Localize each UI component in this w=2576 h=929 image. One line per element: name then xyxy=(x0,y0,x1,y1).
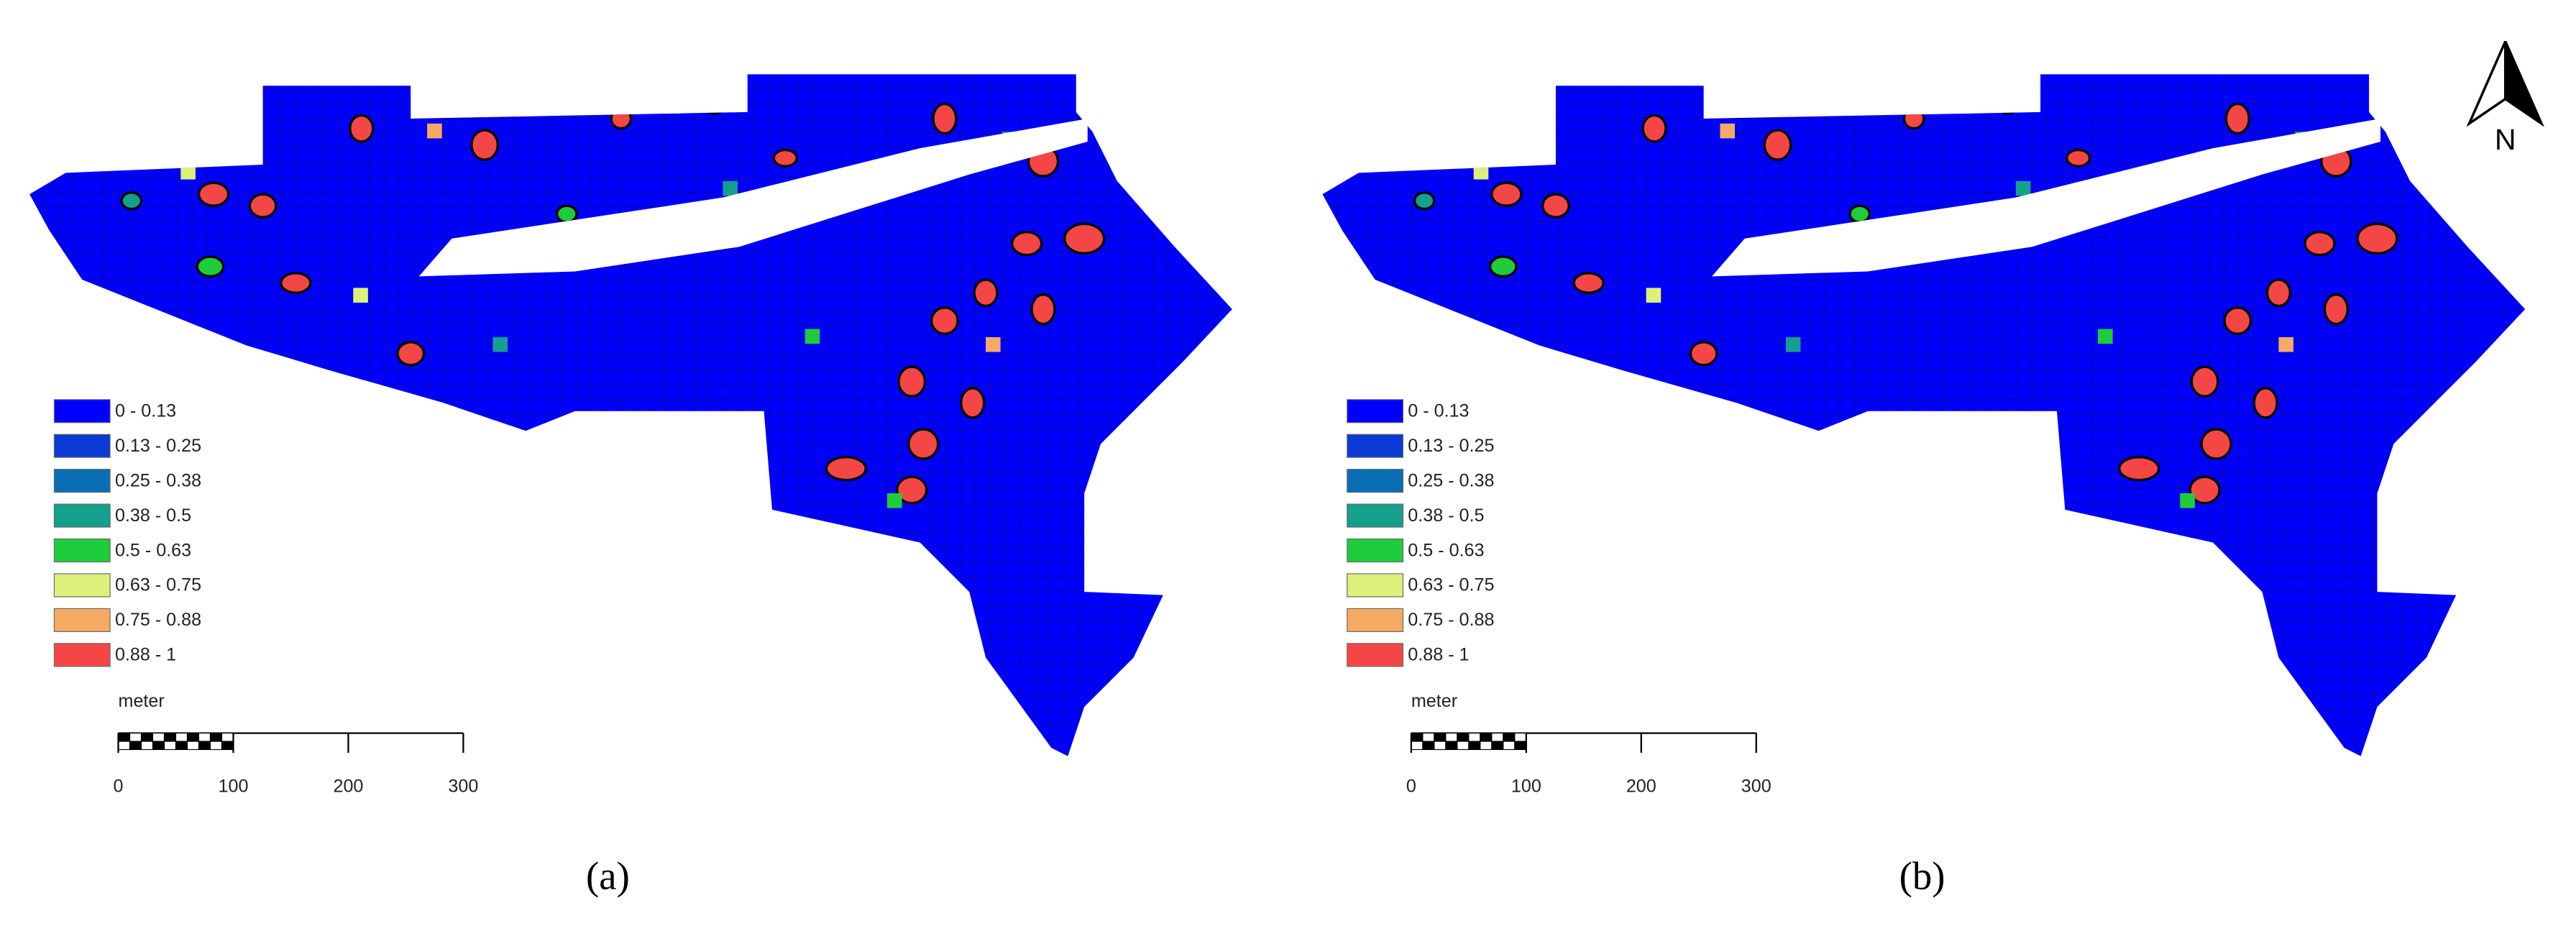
legend-swatch xyxy=(1347,643,1404,667)
scale-check xyxy=(163,733,177,742)
scale-check xyxy=(198,733,211,742)
scale-check xyxy=(1457,741,1470,751)
legend-label: 0.88 - 1 xyxy=(1408,645,1469,665)
legend-label: 0.88 - 1 xyxy=(115,645,176,665)
legend-swatch xyxy=(53,469,111,493)
scale-check xyxy=(209,741,223,751)
scale-check xyxy=(186,733,200,742)
scale-check xyxy=(152,741,165,751)
scale-check xyxy=(221,733,234,742)
legend-swatch xyxy=(1347,434,1404,458)
map-b xyxy=(1293,66,2541,773)
scale-check xyxy=(1445,733,1458,742)
scale-check xyxy=(1480,741,1493,751)
scale-tick-label: 100 xyxy=(219,777,249,797)
scale-check xyxy=(129,733,142,742)
panel-caption: (b) xyxy=(1899,854,1945,898)
scale-check xyxy=(1514,741,1527,751)
legend-label: 0 - 0.13 xyxy=(1408,401,1469,421)
scale-check xyxy=(1434,733,1447,742)
north-label: N xyxy=(2495,123,2516,156)
scale-check xyxy=(175,733,188,742)
scale-check xyxy=(117,741,131,751)
panel-caption: (a) xyxy=(586,854,630,898)
legend-label: 0.25 - 0.38 xyxy=(115,470,201,490)
scale-unit: meter xyxy=(1411,691,1457,711)
scale-check xyxy=(1422,741,1435,751)
legend-label: 0.63 - 0.75 xyxy=(115,575,201,595)
panel: 0 - 0.13 0.13 - 0.25 0.25 - 0.38 0.38 - 0.5… xyxy=(53,399,478,797)
legend-swatch xyxy=(1347,538,1404,563)
legend-label: 0.13 - 0.25 xyxy=(115,436,201,456)
legend-swatch xyxy=(1347,399,1404,424)
legend-label: 0.38 - 0.5 xyxy=(115,505,191,526)
legend-swatch xyxy=(1347,469,1404,493)
scale-check xyxy=(198,741,211,751)
legend-label: 0.5 - 0.63 xyxy=(115,540,191,560)
legend-swatch xyxy=(53,434,111,458)
legend-label: 0.25 - 0.38 xyxy=(1408,470,1494,490)
scale-tick-label: 200 xyxy=(333,777,363,797)
scale-tick-label: 0 xyxy=(114,777,124,797)
scale-check xyxy=(1480,733,1493,742)
scale-check xyxy=(209,733,223,742)
scale-check xyxy=(1468,733,1481,742)
legend-label: 0 - 0.13 xyxy=(115,401,176,421)
legend-swatch xyxy=(53,643,111,667)
scale-check xyxy=(163,741,177,751)
scale-check xyxy=(186,741,200,751)
legend-swatch xyxy=(53,503,111,528)
scale-check xyxy=(1491,741,1504,751)
legend-label: 0.75 - 0.88 xyxy=(115,610,201,630)
scale-tick-label: 200 xyxy=(1626,777,1656,797)
legend-label: 0.75 - 0.88 xyxy=(1408,610,1494,630)
map-a xyxy=(0,66,1249,773)
legend-label: 0.38 - 0.5 xyxy=(1408,505,1484,526)
legend-swatch xyxy=(53,399,111,424)
scale-unit: meter xyxy=(119,691,165,711)
scale-tick-label: 300 xyxy=(1741,777,1771,797)
scale-check xyxy=(1503,741,1516,751)
scale-tick-label: 0 xyxy=(1406,777,1416,797)
panel: 0 - 0.13 0.13 - 0.25 0.25 - 0.38 0.38 - 0.5… xyxy=(1347,399,1771,797)
legend-label: 0.63 - 0.75 xyxy=(1408,575,1494,595)
scale-check xyxy=(1434,741,1447,751)
scale-check xyxy=(140,741,154,751)
scale-check xyxy=(1411,733,1424,742)
scale-check xyxy=(1491,733,1504,742)
legend-swatch xyxy=(1347,573,1404,598)
scale-check xyxy=(1468,741,1481,751)
scale-check xyxy=(117,733,131,742)
legend-swatch xyxy=(53,573,111,598)
scale-tick-label: 100 xyxy=(1511,777,1541,797)
scale-check xyxy=(140,733,154,742)
scale-check xyxy=(1503,733,1516,742)
scale-check xyxy=(1457,733,1470,742)
scale-check xyxy=(1422,733,1435,742)
scale-check xyxy=(221,741,234,751)
scale-check xyxy=(129,741,142,751)
scale-tick-label: 300 xyxy=(448,777,478,797)
north-arrow: N xyxy=(2466,40,2544,156)
legend-swatch xyxy=(53,608,111,632)
scale-check xyxy=(175,741,188,751)
scale-check xyxy=(1445,741,1458,751)
scale-check xyxy=(1411,741,1424,751)
legend-swatch xyxy=(53,538,111,563)
legend-label: 0.5 - 0.63 xyxy=(1408,540,1484,560)
legend-swatch xyxy=(1347,503,1404,528)
scale-check xyxy=(1514,733,1527,742)
legend-swatch xyxy=(1347,608,1404,632)
legend-label: 0.13 - 0.25 xyxy=(1408,436,1494,456)
scale-check xyxy=(152,733,165,742)
